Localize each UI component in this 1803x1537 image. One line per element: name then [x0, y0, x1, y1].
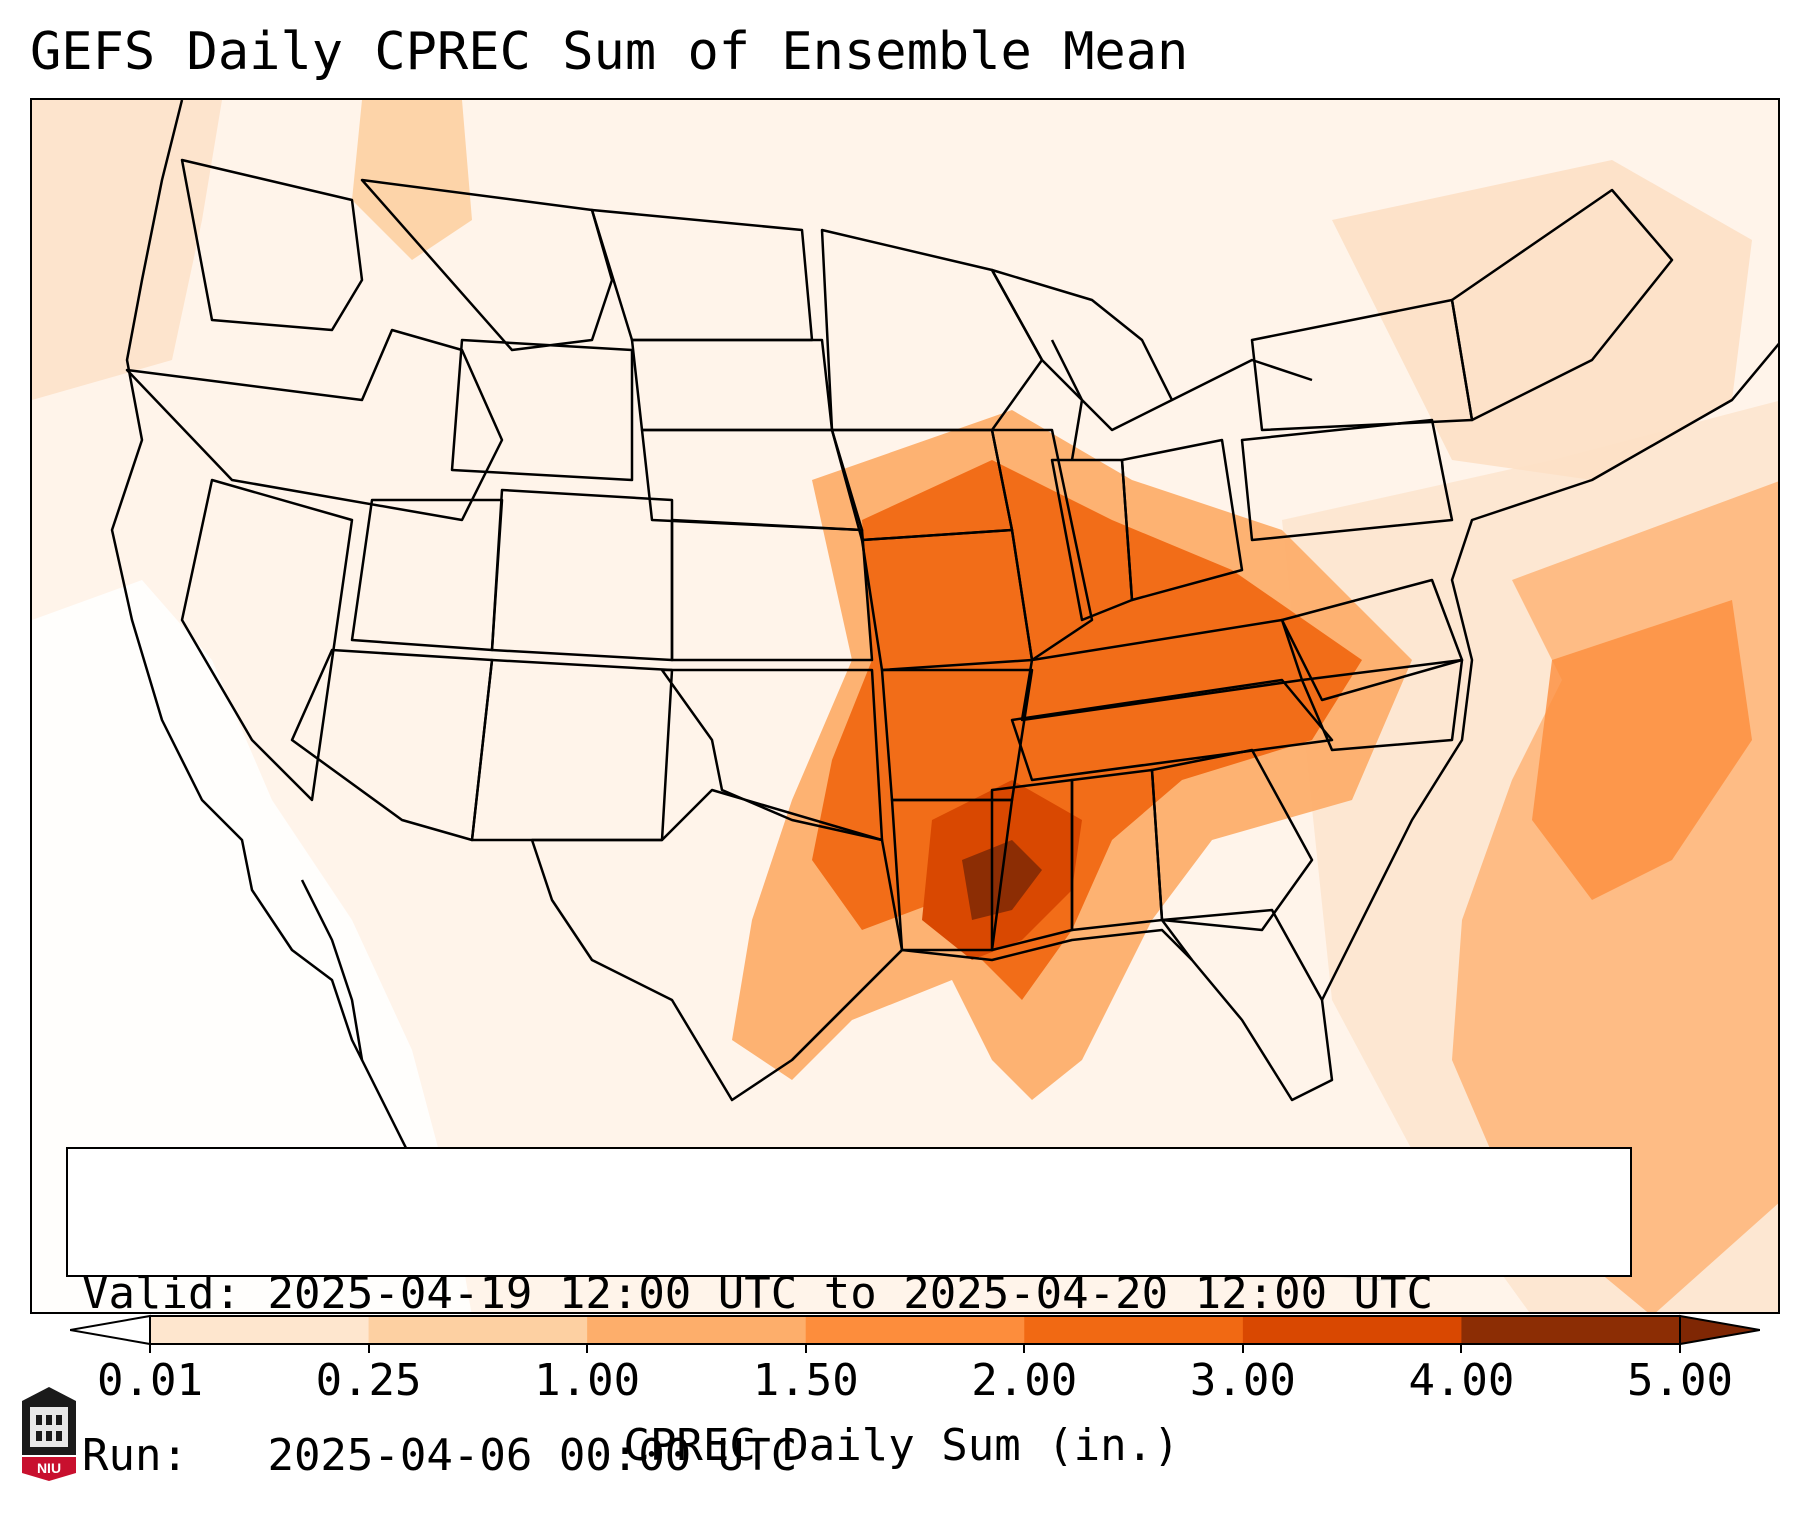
- run-value: 2025-04-06 00:00 UTC: [267, 1430, 798, 1481]
- idaho-precip: [352, 100, 472, 260]
- colorbar-tick-label: 0.25: [315, 1355, 422, 1406]
- tennessee-border: [1010, 678, 1334, 782]
- colorbar-tick-mark: [149, 1343, 151, 1353]
- baja-coastline: [300, 879, 364, 1061]
- colorbar-tick-mark: [804, 1343, 807, 1353]
- precip-shading: [32, 100, 1778, 1312]
- atlantic-precip-core: [1532, 600, 1752, 900]
- ohio-border: [1120, 438, 1244, 602]
- colorbar-segment: [587, 1316, 807, 1344]
- valid-value: 2025-04-19 12:00 UTC to 2025-04-20 12:00…: [267, 1268, 1434, 1319]
- north-carolina-border: [1300, 658, 1464, 752]
- colorbar-ticks: 0.01 0.25 1.00 1.50 2.00 3.00 4.00 5.00: [0, 1343, 1803, 1415]
- colorbar-segment: [805, 1316, 1025, 1344]
- colorbar-tick-label: 0.01: [97, 1355, 203, 1406]
- colorbar-segment: [1024, 1316, 1244, 1344]
- pennsylvania-border: [1240, 418, 1454, 542]
- colorbar-tick-label: 5.00: [1627, 1355, 1733, 1406]
- colorbar-tick-label: 1.00: [534, 1355, 641, 1406]
- colorbar-segment: [368, 1316, 588, 1344]
- kansas-border: [670, 518, 874, 662]
- texas-coastline: [791, 949, 903, 1061]
- valid-run-info-box: Valid: 2025-04-19 12:00 UTC to 2025-04-2…: [66, 1147, 1632, 1481]
- east-coastline: [1320, 342, 1778, 1001]
- precip-map: [32, 100, 1778, 1312]
- lake-erie-outline: [1171, 358, 1313, 402]
- state-borders: [110, 100, 1778, 1201]
- wyoming-border: [450, 338, 634, 482]
- georgia-border: [1150, 748, 1314, 932]
- colorbar-segment: [1242, 1316, 1462, 1344]
- colorbar-tick-label: 4.00: [1408, 1355, 1515, 1406]
- logo-banner: [22, 1457, 76, 1481]
- niu-logo: NIU: [22, 1387, 76, 1481]
- gulf-coastline: [901, 928, 1193, 962]
- arizona-border: [290, 648, 494, 842]
- illinois-border: [990, 428, 1094, 662]
- colorbar-segment: [1461, 1316, 1681, 1344]
- colorbar-under-arrow: [70, 1314, 151, 1346]
- washington-border: [180, 158, 364, 332]
- colorbar-tick-mark: [1460, 1343, 1463, 1353]
- colorbar-tick-label: 1.50: [752, 1355, 859, 1406]
- colorbar-tick-label: 2.00: [971, 1355, 1078, 1406]
- oklahoma-border: [660, 668, 884, 842]
- valid-label: Valid:: [82, 1268, 241, 1319]
- colorbar-label: CPREC Daily Sum (in.): [623, 1420, 1180, 1471]
- colorbar-tick-mark: [1023, 1343, 1026, 1353]
- west-coastline: [110, 100, 434, 1201]
- colorbar-outline: [149, 1315, 1681, 1345]
- colorbar-tick-mark: [586, 1343, 589, 1353]
- colorbar-segment: [150, 1316, 370, 1344]
- logo-text: NIU: [37, 1460, 61, 1476]
- colorbar-tick-mark: [367, 1343, 370, 1353]
- lake-michigan-outline: [1050, 339, 1084, 461]
- colorbar-tick-mark: [1679, 1343, 1681, 1353]
- nevada-border: [180, 478, 354, 802]
- minnesota-border: [820, 228, 1044, 432]
- florida-border: [1160, 908, 1334, 1102]
- oregon-border: [125, 328, 504, 522]
- montana-border: [360, 178, 614, 352]
- new-england-border: [1450, 188, 1674, 422]
- colorbar-tick-mark: [1241, 1343, 1244, 1353]
- northeast-precip: [1332, 160, 1752, 480]
- run-label: Run:: [82, 1430, 188, 1481]
- map-panel: [30, 98, 1780, 1314]
- nw-coast-precip: [32, 100, 222, 400]
- colorbar: [70, 1314, 1760, 1346]
- valid-row: Valid: 2025-04-19 12:00 UTC to 2025-04-2…: [82, 1267, 1616, 1321]
- run-row: Run: 2025-04-06 00:00 UTC: [82, 1429, 1616, 1483]
- colorbar-over-arrow: [1679, 1314, 1760, 1346]
- pacific-low-area: [32, 580, 472, 1312]
- chart-title: GEFS Daily CPREC Sum of Ensemble Mean: [30, 22, 1189, 82]
- colorbar-tick-label: 3.00: [1189, 1355, 1296, 1406]
